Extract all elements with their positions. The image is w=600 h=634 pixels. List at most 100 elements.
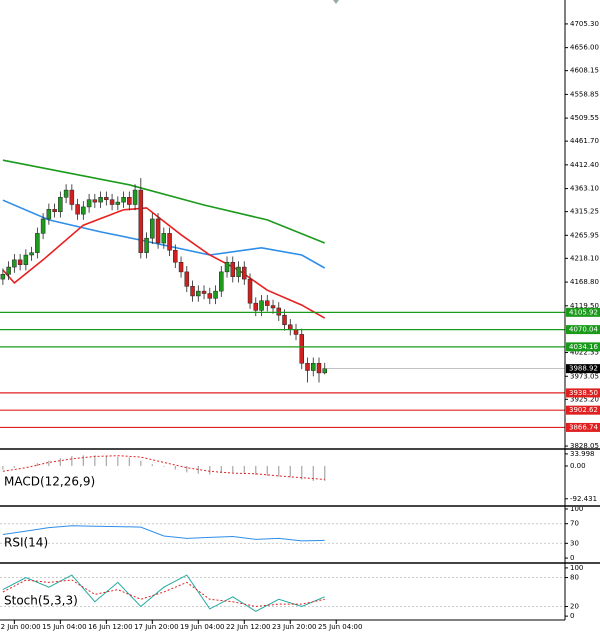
y-tick-label: 4461.70 [570,137,599,145]
candle-body [98,197,103,203]
macd-bar [289,465,291,478]
indicator-line [2,574,325,612]
candle-body [173,249,178,263]
level-label: 4034.16 [569,343,598,351]
candle-body [17,259,23,265]
x-tick-label: 12 Jun 00:00 [0,623,41,631]
macd-bar [209,465,211,475]
y-tick-label: 33.998 [570,450,595,458]
candle-body [144,237,149,253]
level-tag [566,342,600,352]
candle-body [69,189,75,205]
y-tick-label: 4168.80 [570,278,599,286]
candle-body [75,204,80,215]
macd-bar [312,465,314,481]
y-tick-label: 4315.25 [570,208,599,216]
candle-body [115,201,121,205]
candle-body [104,197,109,200]
y-tick-label: 4608.15 [570,67,599,75]
macd-bar [232,465,234,473]
y-tick-label: 4558.85 [570,90,599,98]
x-tick-label: 22 Jun 12:00 [226,623,270,631]
macd-bar [243,465,245,474]
x-tick-label: 17 Jun 20:00 [134,623,178,631]
candle-body [213,290,218,299]
y-tick-label: 4265.95 [570,231,599,239]
y-tick-label: -92.431 [570,495,597,503]
candle-body [305,363,310,371]
x-tick-label: 25 Jun 04:00 [318,623,362,631]
macd-bar [140,460,142,466]
moving-average [2,159,325,244]
x-tick-label: 23 Jun 20:00 [272,623,316,631]
candle-body [23,254,29,265]
macd-bar [71,456,73,466]
last-price-tag [566,364,600,374]
macd-bar [163,465,165,467]
candle-body [52,209,57,212]
macd-bar [324,465,326,481]
macd-bar [2,465,4,470]
level-label: 4070.04 [569,326,598,334]
moving-average [2,207,326,319]
candle-body [132,189,138,205]
candle-body [46,209,52,220]
y-tick-label: 100 [570,505,583,513]
macd-bar [117,456,119,466]
candle-body [161,233,167,244]
candle-body [190,286,195,297]
candle-body [121,197,126,203]
candle-body [81,206,86,215]
level-tag [566,422,600,432]
candle-body [282,314,287,326]
level-tag [566,325,600,335]
panel-title: MACD(12,26,9) [4,475,95,489]
candle-body [35,233,40,253]
y-tick-label: 3828.05 [570,442,599,450]
candle-body [40,218,46,234]
candle-body [150,218,155,239]
candle-body [276,307,282,316]
candle-body [224,262,230,273]
candle-body [109,199,115,205]
candle-body [293,329,299,335]
candle-body [230,262,236,277]
indicator-line [2,579,325,608]
level-tag [566,405,600,415]
macd-bar [151,464,153,466]
x-tick-label: 19 Jun 04:00 [180,623,224,631]
y-tick-label: 100 [570,564,583,572]
y-tick-label: 4218.10 [570,254,599,262]
candle-body [236,266,241,277]
shift-marker [333,0,339,4]
y-tick-label: 80 [570,574,579,582]
candle-body [58,197,63,212]
macd-bar [255,465,257,475]
candle-body [311,363,316,371]
candle-body [219,271,224,292]
level-tag [566,388,600,398]
candle-body [0,274,6,280]
macd-bar [301,465,303,480]
macd-bar [59,458,61,466]
candle-body [92,199,98,203]
y-tick-label: 30 [570,539,579,547]
level-label: 3938.50 [569,389,598,397]
candle-body [247,278,253,304]
level-label: 4105.92 [569,308,598,316]
candle-body [322,368,327,374]
candle-body [253,302,259,311]
panel-title: Stoch(5,3,3) [4,594,78,608]
macd-bar [197,465,199,474]
macd-bar [174,465,176,470]
candle-body [127,197,132,205]
y-tick-label: 0 [570,612,574,620]
macd-bar [82,455,84,466]
macd-bar [128,457,130,466]
candle-body [12,259,17,268]
panel-title: RSI(14) [4,536,48,550]
candle-body [288,324,293,330]
y-tick-label: 3925.20 [570,395,599,403]
candle-body [29,252,34,256]
